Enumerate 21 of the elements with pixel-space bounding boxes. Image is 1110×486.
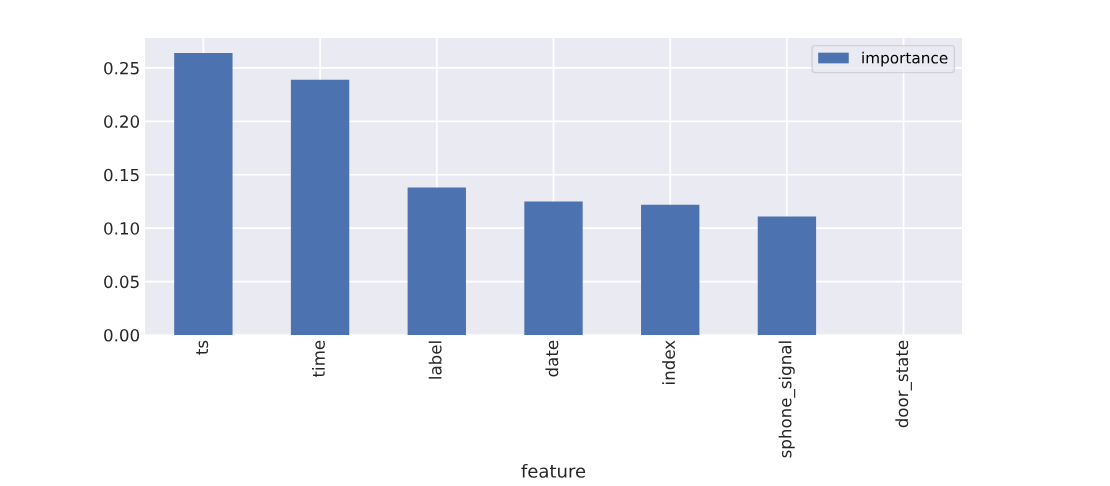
x-tick-label: date [545, 340, 559, 377]
x-tick-label: sphone_signal [778, 341, 796, 458]
y-tick-label: 0.20 [104, 115, 140, 128]
y-tick-label: 0.05 [104, 275, 139, 289]
y-tick-label: 0.25 [104, 61, 139, 75]
bar [174, 52, 233, 335]
bar [290, 79, 350, 335]
bar [407, 187, 466, 335]
bar [524, 201, 583, 335]
x-tick-label: label [428, 341, 442, 379]
y-tick-label: 0.15 [104, 168, 139, 182]
bar [641, 204, 700, 335]
x-tick-label: ts [196, 340, 209, 355]
x-axis-title: feature [521, 463, 586, 478]
x-tick-label: door_state [895, 340, 912, 428]
x-tick-label: index [662, 340, 676, 384]
legend-label: importance [862, 51, 948, 67]
y-tick-label: 0.00 [104, 328, 140, 342]
y-tick-label: 0.10 [104, 222, 140, 235]
x-tick-label: time [312, 340, 325, 378]
bar [757, 216, 817, 335]
